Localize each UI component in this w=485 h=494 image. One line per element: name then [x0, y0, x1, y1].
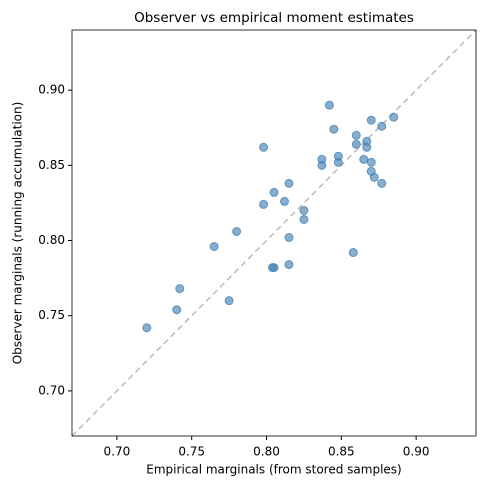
- point: [369, 172, 379, 182]
- point: [351, 130, 361, 140]
- y-tick-label: 0.80: [38, 233, 65, 247]
- x-tick-label: 0.90: [403, 445, 430, 459]
- point: [348, 248, 358, 258]
- y-tick-label: 0.75: [38, 308, 65, 322]
- point: [172, 305, 182, 315]
- point: [359, 154, 369, 164]
- point: [389, 112, 399, 122]
- point: [284, 178, 294, 188]
- x-tick-label: 0.80: [253, 445, 280, 459]
- point: [366, 115, 376, 125]
- point: [317, 160, 327, 170]
- point: [224, 296, 234, 306]
- x-tick-label: 0.85: [328, 445, 355, 459]
- point: [299, 205, 309, 215]
- x-tick-label: 0.75: [178, 445, 205, 459]
- chart-title: Observer vs empirical moment estimates: [134, 10, 414, 26]
- point: [377, 121, 387, 131]
- point: [377, 178, 387, 188]
- y-axis-label: Observer marginals (running accumulation…: [11, 102, 25, 365]
- point: [175, 284, 185, 294]
- x-tick-label: 0.70: [104, 445, 131, 459]
- plot-frame: [71, 29, 477, 437]
- point: [284, 233, 294, 243]
- point: [351, 139, 361, 149]
- point: [333, 157, 343, 167]
- reference-diagonal: [71, 29, 477, 437]
- point: [366, 157, 376, 167]
- point: [209, 242, 219, 252]
- y-tick-label: 0.90: [38, 83, 65, 97]
- point: [259, 142, 269, 152]
- point: [232, 226, 242, 236]
- point: [268, 263, 278, 273]
- point: [142, 323, 152, 333]
- x-axis-label: Empirical marginals (from stored samples…: [146, 463, 401, 477]
- y-tick-label: 0.70: [38, 383, 65, 397]
- y-tick-label: 0.85: [38, 158, 65, 172]
- point: [362, 142, 372, 152]
- point: [324, 100, 334, 110]
- point: [329, 124, 339, 134]
- point: [259, 199, 269, 209]
- point: [284, 260, 294, 270]
- point: [269, 187, 279, 197]
- point: [299, 214, 309, 224]
- point: [279, 196, 289, 206]
